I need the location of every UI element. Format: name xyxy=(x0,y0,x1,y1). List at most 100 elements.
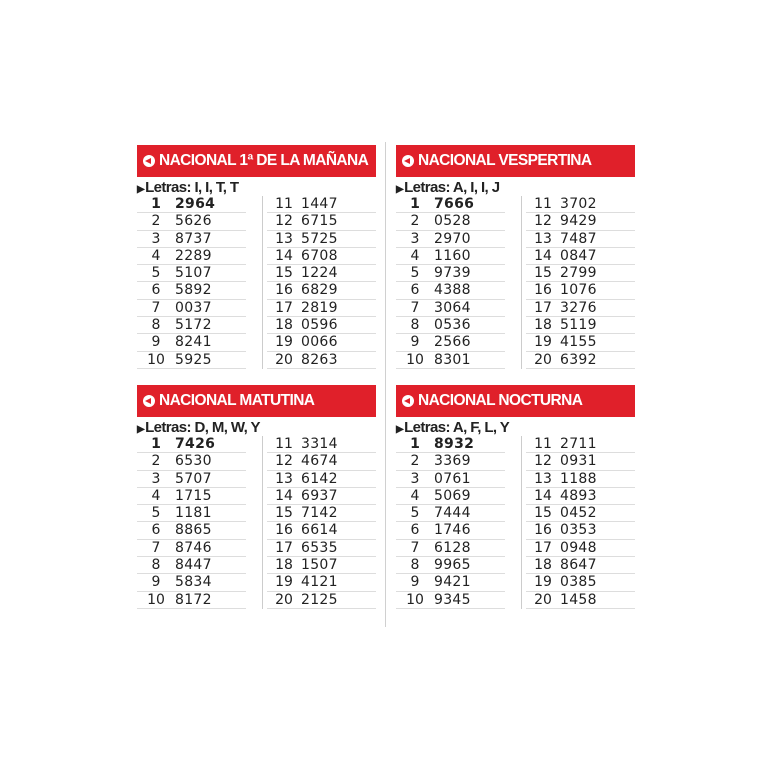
result-number: 1447 xyxy=(301,196,338,212)
letras-line: ▶Letras: A, I, I, J xyxy=(396,177,635,196)
position-number: 17 xyxy=(275,299,293,316)
result-number: 0948 xyxy=(560,539,597,556)
letras-line: ▶Letras: I, I, T, T xyxy=(137,177,376,196)
lottery-panel: NACIONAL MATUTINA ▶Letras: D, M, W, Y 1 74… xyxy=(137,385,376,609)
result-row: 10 5925 xyxy=(137,352,246,369)
result-row: 3 8737 xyxy=(137,231,246,248)
position-number: 7 xyxy=(410,539,420,556)
triangle-right-icon: ▶ xyxy=(396,424,404,435)
position-number: 15 xyxy=(275,265,293,282)
result-row: 7 0037 xyxy=(137,300,246,318)
result-number: 2970 xyxy=(434,230,471,247)
result-row: 2 0528 xyxy=(396,213,505,231)
letras-text: Letras: A, F, L, Y xyxy=(404,419,510,436)
lottery-panel: NACIONAL NOCTURNA ▶Letras: A, F, L, Y 1 89… xyxy=(396,385,635,609)
triangle-right-icon: ▶ xyxy=(396,184,404,195)
position-number: 3 xyxy=(151,470,161,487)
position-number: 4 xyxy=(410,247,420,264)
position-number: 14 xyxy=(534,247,552,264)
position-number: 6 xyxy=(410,522,420,539)
result-number: 8865 xyxy=(175,522,212,539)
position-number: 19 xyxy=(534,334,552,351)
result-row: 3 0761 xyxy=(396,471,505,488)
result-number: 6715 xyxy=(301,213,338,230)
letras-text: Letras: D, M, W, Y xyxy=(145,419,260,436)
result-number: 1188 xyxy=(560,470,597,487)
result-number: 4388 xyxy=(434,282,471,299)
position-number: 9 xyxy=(151,574,161,591)
position-number: 5 xyxy=(410,505,420,522)
position-number: 12 xyxy=(275,213,293,230)
circle-arrow-left-icon xyxy=(402,395,414,407)
result-row: 11 3314 xyxy=(267,436,376,454)
circle-arrow-left-icon xyxy=(402,155,414,167)
result-row: 15 2799 xyxy=(526,265,635,283)
result-number: 8932 xyxy=(434,436,475,452)
position-number: 16 xyxy=(275,282,293,299)
circle-arrow-left-icon xyxy=(143,395,155,407)
result-row: 7 6128 xyxy=(396,539,505,558)
position-number: 18 xyxy=(275,557,293,574)
result-number: 7666 xyxy=(434,196,475,212)
position-number: 5 xyxy=(151,505,161,522)
position-number: 8 xyxy=(410,557,420,574)
result-row: 12 6715 xyxy=(267,213,376,231)
position-number: 19 xyxy=(534,574,552,591)
result-number: 1507 xyxy=(301,557,338,574)
position-number: 1 xyxy=(410,196,420,212)
result-row: 20 1458 xyxy=(526,592,635,609)
results-column: 11 2711 12 0931 13 1188 14 4893 15 0452 16 0353 17 09… xyxy=(521,436,635,609)
result-number: 9421 xyxy=(434,574,471,591)
result-row: 4 5069 xyxy=(396,488,505,506)
position-number: 15 xyxy=(534,265,552,282)
result-number: 2964 xyxy=(175,196,216,212)
result-number: 7444 xyxy=(434,505,471,522)
result-row: 3 2970 xyxy=(396,231,505,248)
result-number: 9965 xyxy=(434,557,471,574)
panel-header: NACIONAL MATUTINA xyxy=(137,385,376,417)
result-row: 13 7487 xyxy=(526,231,635,248)
result-number: 5107 xyxy=(175,265,212,282)
result-number: 8647 xyxy=(560,557,597,574)
result-number: 7142 xyxy=(301,505,338,522)
panel-title: NACIONAL VESPERTINA xyxy=(418,152,592,169)
position-number: 10 xyxy=(406,351,424,368)
result-row: 19 4121 xyxy=(267,574,376,592)
result-number: 2799 xyxy=(560,265,597,282)
result-number: 0385 xyxy=(560,574,597,591)
results-column: 11 3702 12 9429 13 7487 14 0847 15 2799 16 1076 17 32… xyxy=(521,196,635,369)
result-row: 1 7426 xyxy=(137,436,246,454)
result-row: 2 5626 xyxy=(137,213,246,231)
position-number: 18 xyxy=(275,317,293,334)
result-row: 2 3369 xyxy=(396,453,505,471)
result-number: 4155 xyxy=(560,334,597,351)
position-number: 1 xyxy=(151,436,161,452)
circle-arrow-left-icon xyxy=(143,155,155,167)
result-row: 11 3702 xyxy=(526,196,635,214)
position-number: 18 xyxy=(534,557,552,574)
result-number: 0761 xyxy=(434,470,471,487)
position-number: 9 xyxy=(151,334,161,351)
result-number: 3276 xyxy=(560,299,597,316)
position-number: 8 xyxy=(151,557,161,574)
position-number: 3 xyxy=(410,470,420,487)
result-row: 6 4388 xyxy=(396,282,505,300)
result-number: 8263 xyxy=(301,351,338,368)
result-row: 9 5834 xyxy=(137,574,246,592)
result-number: 6128 xyxy=(434,539,471,556)
result-number: 4674 xyxy=(301,453,338,470)
result-number: 5892 xyxy=(175,282,212,299)
position-number: 9 xyxy=(410,334,420,351)
result-number: 6937 xyxy=(301,487,338,504)
result-number: 0847 xyxy=(560,247,597,264)
result-number: 0066 xyxy=(301,334,338,351)
position-number: 16 xyxy=(534,282,552,299)
panel-header: NACIONAL 1ª DE LA MAÑANA xyxy=(137,145,376,177)
result-number: 6829 xyxy=(301,282,338,299)
position-number: 14 xyxy=(275,247,293,264)
position-number: 12 xyxy=(534,453,552,470)
result-number: 7426 xyxy=(175,436,216,452)
result-number: 8241 xyxy=(175,334,212,351)
result-row: 14 6937 xyxy=(267,487,376,506)
result-row: 10 9345 xyxy=(396,592,505,609)
